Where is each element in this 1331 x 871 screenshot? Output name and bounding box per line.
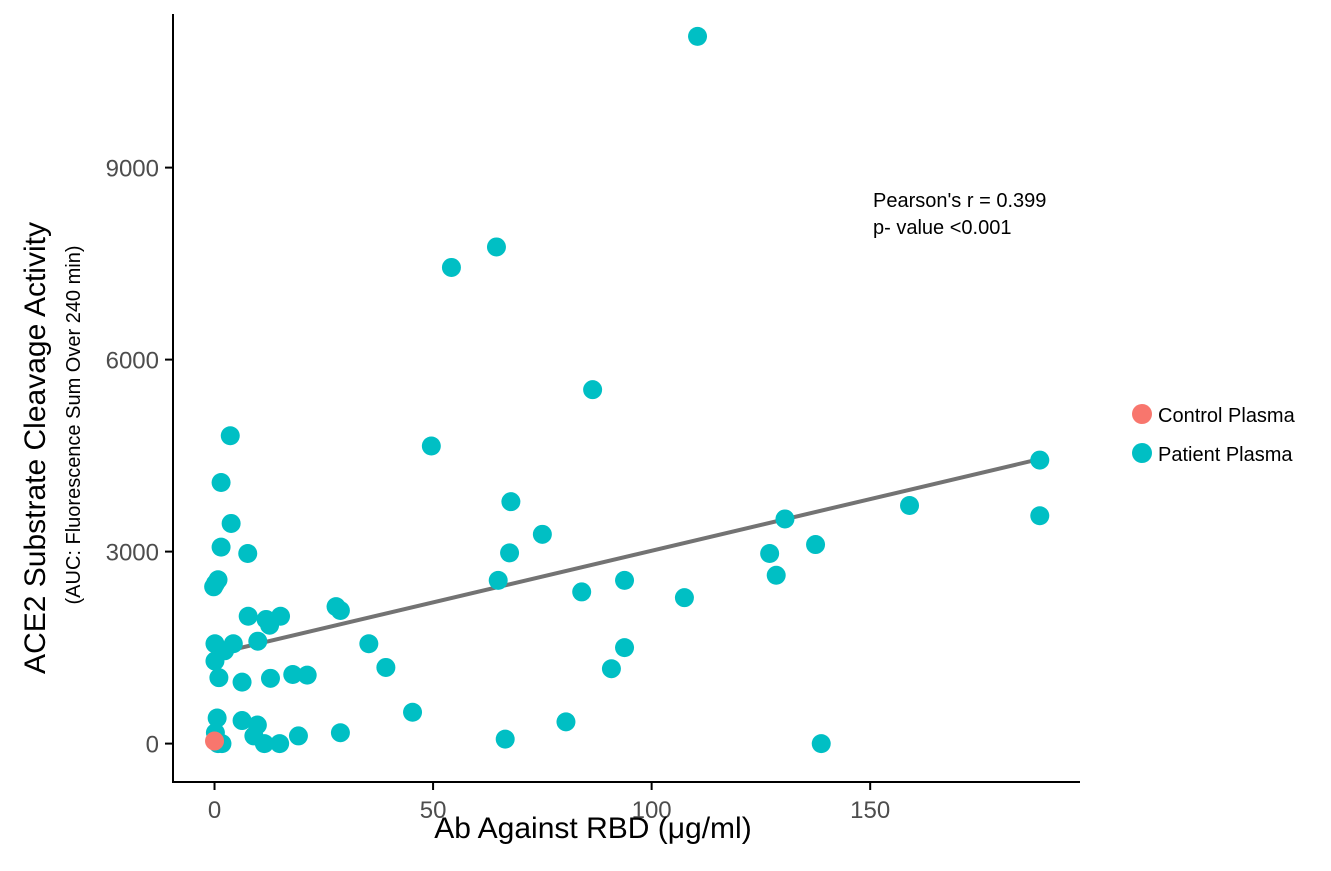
patient-plasma-point [501, 492, 521, 512]
patient-plasma-point [288, 726, 308, 746]
pearson-r-text: Pearson's r = 0.399 [873, 190, 1046, 212]
patient-plasma-point [615, 570, 635, 590]
patient-plasma-point [359, 634, 379, 654]
patient-plasma-point [760, 544, 780, 564]
patient-plasma-point [232, 711, 252, 731]
patient-plasma-point [209, 668, 229, 688]
patient-plasma-point [488, 570, 508, 590]
patient-plasma-point [441, 257, 461, 277]
patient-plasma-point [1030, 450, 1050, 470]
x-tick-label: 50 [420, 797, 447, 824]
patient-plasma-point [270, 734, 290, 754]
patient-plasma-point [495, 729, 515, 749]
legend-key-patient [1132, 443, 1152, 463]
patient-plasma-point [238, 606, 258, 626]
x-axis-label: Ab Against RBD (μg/ml) [434, 812, 751, 845]
axes [172, 14, 1080, 783]
patient-plasma-point [204, 577, 224, 597]
patient-plasma-point [297, 665, 317, 685]
patient-plasma-point [1030, 506, 1050, 526]
patient-plasma-point [421, 436, 441, 456]
patient-plasma-point [283, 664, 303, 684]
data-points [204, 26, 1050, 754]
patient-plasma-point [254, 734, 274, 754]
legend-key-control [1132, 404, 1152, 424]
patient-plasma-point [207, 708, 227, 728]
x-tick-label: 0 [208, 797, 221, 824]
patient-plasma-point [232, 672, 252, 692]
patient-plasma-point [766, 565, 786, 585]
patient-plasma-point [532, 524, 552, 544]
x-tick-label: 150 [850, 797, 890, 824]
patient-plasma-point [376, 657, 396, 677]
patient-plasma-point [260, 615, 280, 635]
y-tick-label: 3000 [106, 540, 159, 567]
y-axis-sublabel: (AUC: Fluorescence Sum Over 240 min) [63, 245, 85, 604]
patient-plasma-point [486, 237, 506, 257]
patient-plasma-point [403, 702, 423, 722]
patient-plasma-point [330, 600, 350, 620]
legend-label-patient: Patient Plasma [1158, 444, 1293, 466]
patient-plasma-point [615, 638, 635, 658]
legend: Control Plasma Patient Plasma [1132, 404, 1296, 466]
patient-plasma-point [211, 537, 231, 557]
patient-plasma-point [556, 712, 576, 732]
patient-plasma-point [674, 588, 694, 608]
patient-plasma-point [248, 631, 268, 651]
patient-plasma-point [806, 535, 826, 555]
patient-plasma-point [500, 543, 520, 563]
patient-plasma-point [260, 668, 280, 688]
y-ticks: 0 3000 6000 9000 [106, 156, 173, 759]
x-ticks: 0 50 100 150 [208, 782, 890, 824]
legend-label-control: Control Plasma [1158, 405, 1296, 427]
patient-plasma-point [688, 26, 708, 46]
y-tick-label: 0 [146, 732, 159, 759]
patient-plasma-point [583, 380, 603, 400]
patient-plasma-point [775, 509, 795, 529]
patient-plasma-point [330, 723, 350, 743]
control-plasma-point [205, 731, 225, 751]
patient-plasma-point [211, 472, 231, 492]
y-tick-label: 9000 [106, 156, 159, 183]
y-axis-label: ACE2 Substrate Cleavage Activity [19, 222, 52, 674]
patient-plasma-point [238, 544, 258, 564]
y-tick-label: 6000 [106, 348, 159, 375]
correlation-annotation: Pearson's r = 0.399 p- value <0.001 [873, 190, 1046, 239]
x-tick-label: 100 [632, 797, 672, 824]
patient-plasma-point [811, 734, 831, 754]
patient-plasma-point [215, 641, 235, 661]
patient-plasma-point [900, 496, 920, 516]
p-value-text: p- value <0.001 [873, 217, 1011, 239]
patient-plasma-point [220, 426, 240, 446]
patient-plasma-point [572, 582, 592, 602]
patient-plasma-point [601, 659, 621, 679]
regression-line [214, 456, 1042, 656]
patient-plasma-point [221, 513, 241, 533]
